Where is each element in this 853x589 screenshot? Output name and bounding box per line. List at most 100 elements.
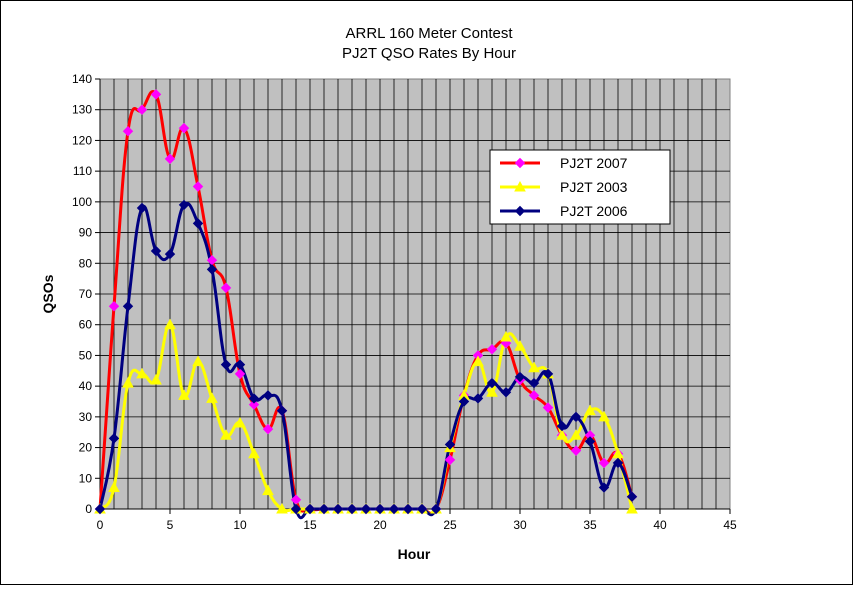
data-point xyxy=(178,122,190,134)
data-point xyxy=(206,392,218,403)
y-tick-label: 100 xyxy=(72,195,92,209)
y-tick-label: 140 xyxy=(72,72,92,86)
data-point xyxy=(234,416,246,428)
data-point xyxy=(164,248,176,260)
chart-title: ARRL 160 Meter Contest xyxy=(345,25,513,42)
x-tick-label: 35 xyxy=(583,518,597,532)
data-point xyxy=(430,503,442,515)
data-point xyxy=(402,503,414,515)
data-point xyxy=(108,433,120,444)
x-axis-label: Hour xyxy=(398,546,431,562)
data-point xyxy=(598,457,610,469)
x-tick-label: 45 xyxy=(723,518,737,532)
data-point xyxy=(556,420,568,432)
data-point xyxy=(262,484,274,496)
y-tick-label: 60 xyxy=(79,318,93,332)
x-tick-label: 30 xyxy=(513,518,527,532)
legend-marker xyxy=(514,205,526,217)
data-point xyxy=(542,402,554,413)
data-point xyxy=(612,447,624,459)
data-point xyxy=(108,481,120,492)
data-point xyxy=(276,405,288,416)
data-point xyxy=(444,439,456,450)
data-point xyxy=(626,502,638,514)
data-point xyxy=(500,330,512,342)
x-tick-label: 15 xyxy=(303,518,317,532)
data-point xyxy=(276,502,288,514)
y-axis-ticks: 0 10 20 30 40 50 60 70 80 90 100 110 120 130 140 xyxy=(72,72,100,516)
data-point xyxy=(486,344,498,355)
data-point xyxy=(150,89,162,100)
data-point xyxy=(612,457,624,469)
data-point xyxy=(542,368,554,380)
series-markers-3 xyxy=(94,199,638,515)
data-point xyxy=(332,503,344,515)
data-point xyxy=(486,386,498,397)
data-point xyxy=(500,387,512,398)
x-tick-label: 5 xyxy=(167,518,174,532)
data-point xyxy=(206,264,218,275)
chart-subtitle: PJ2T QSO Rates By Hour xyxy=(342,45,516,62)
legend: PJ2T 2007 PJ2T 2003 PJ2T 2006 xyxy=(489,149,671,225)
data-point xyxy=(472,355,484,367)
y-tick-label: 30 xyxy=(79,410,93,424)
data-point xyxy=(262,390,274,401)
data-point xyxy=(164,153,176,165)
data-point xyxy=(178,389,190,400)
y-tick-label: 120 xyxy=(72,133,92,147)
data-point xyxy=(598,482,610,493)
data-point xyxy=(136,367,148,379)
data-point xyxy=(122,301,134,312)
data-point xyxy=(220,359,232,370)
data-point xyxy=(248,447,260,459)
data-point xyxy=(584,436,596,447)
data-point xyxy=(416,503,428,515)
data-point xyxy=(444,454,456,466)
data-point xyxy=(374,503,386,515)
data-point xyxy=(528,361,540,373)
data-point xyxy=(122,126,134,137)
data-point xyxy=(108,301,120,312)
data-point xyxy=(514,371,526,383)
data-point xyxy=(136,104,148,115)
data-point xyxy=(150,373,162,385)
y-tick-label: 50 xyxy=(79,348,93,362)
data-point xyxy=(514,340,526,351)
data-point xyxy=(220,282,232,294)
y-tick-label: 80 xyxy=(79,256,93,270)
data-point xyxy=(178,199,190,211)
legend-label: PJ2T 2003 xyxy=(560,179,628,195)
data-point xyxy=(262,423,274,435)
legend-label: PJ2T 2007 xyxy=(560,155,628,171)
x-axis-ticks: 0 5 10 15 20 25 30 35 40 45 xyxy=(97,509,737,532)
data-point xyxy=(234,368,246,380)
data-point xyxy=(458,396,470,407)
data-point xyxy=(136,202,148,214)
data-point xyxy=(528,390,540,401)
data-point xyxy=(150,245,162,257)
data-point xyxy=(192,218,204,229)
y-tick-label: 0 xyxy=(85,502,92,516)
series-line-3 xyxy=(98,201,634,520)
data-point xyxy=(570,445,582,456)
data-point xyxy=(570,429,582,440)
data-point xyxy=(248,393,260,404)
y-tick-label: 70 xyxy=(79,287,93,301)
x-tick-label: 20 xyxy=(373,518,387,532)
data-point xyxy=(584,404,596,416)
data-point xyxy=(626,491,638,502)
y-tick-label: 20 xyxy=(79,441,93,455)
data-point xyxy=(94,503,106,515)
legend-label: PJ2T 2006 xyxy=(560,203,628,219)
data-point xyxy=(248,399,260,410)
data-point xyxy=(220,429,232,440)
x-tick-label: 40 xyxy=(653,518,667,532)
y-axis-label: QSOs xyxy=(40,274,56,313)
data-point xyxy=(122,377,134,388)
data-point xyxy=(388,503,400,515)
y-tick-label: 110 xyxy=(73,164,92,178)
data-point xyxy=(360,503,372,515)
legend-marker xyxy=(514,180,526,192)
